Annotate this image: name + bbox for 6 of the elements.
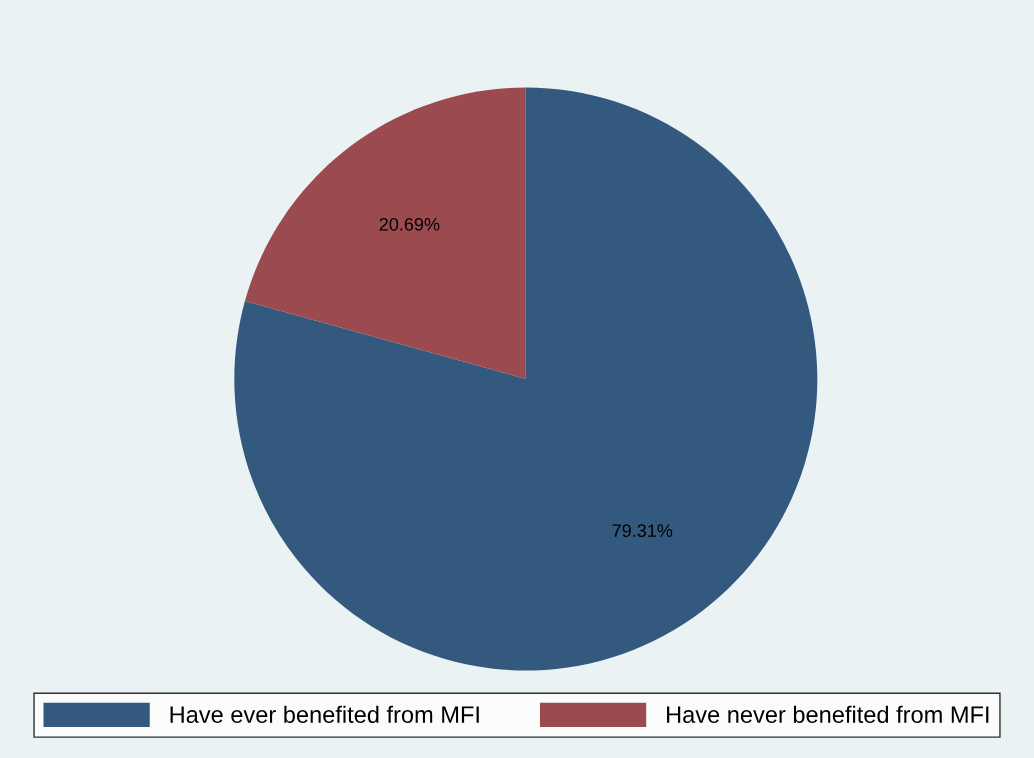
- pie-slice: [234, 87, 818, 671]
- pie-slice: [244, 87, 526, 379]
- legend-label: Have never benefited from MFI: [667, 705, 989, 723]
- legend-label: Have ever benefited from MFI: [170, 705, 479, 723]
- data-label: 20.69%: [379, 217, 440, 231]
- data-label: 79.31%: [612, 524, 673, 538]
